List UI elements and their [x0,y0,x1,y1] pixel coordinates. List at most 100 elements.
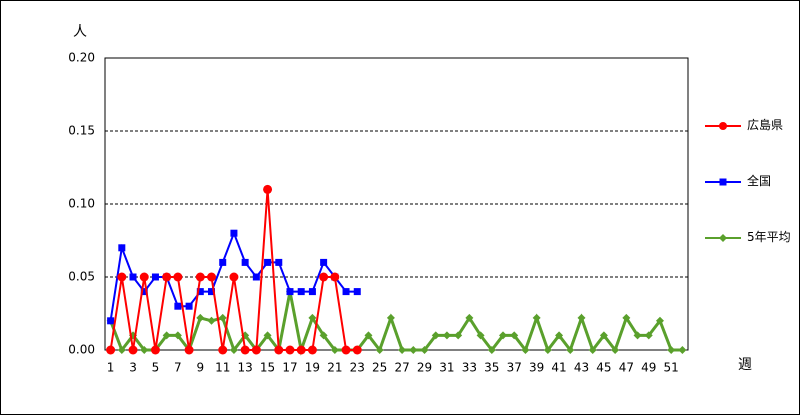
marker [106,345,116,355]
marker [308,313,317,322]
marker [118,244,126,252]
marker [532,313,541,322]
marker [296,345,306,355]
marker [319,331,328,340]
y-tick-label: 0.10 [68,197,95,211]
legend-label: 全国 [747,174,772,188]
marker [218,345,228,355]
x-tick-label: 23 [350,361,365,375]
marker [342,288,350,296]
marker [644,331,653,340]
marker [285,345,295,355]
marker [521,346,530,354]
legend-marker [719,234,727,242]
marker [162,272,172,282]
x-tick-label: 43 [574,361,589,375]
marker [297,288,305,296]
marker [184,345,194,355]
y-tick-label: 0.15 [68,124,95,138]
marker [667,346,676,354]
marker [195,272,205,282]
x-tick-label: 5 [152,361,160,375]
marker [129,273,137,281]
marker [219,258,227,266]
y-tick-label: 0.00 [68,343,95,357]
x-tick-label: 45 [596,361,611,375]
x-axis-label: 週 [738,357,752,373]
x-tick-label: 33 [462,361,477,375]
marker [229,346,238,354]
marker [252,273,260,281]
x-tick-label: 7 [174,361,182,375]
x-tick-label: 49 [641,361,656,375]
x-tick-label: 11 [215,361,230,375]
marker [510,331,519,340]
marker [307,345,317,355]
marker [150,345,160,355]
legend-marker [719,122,727,130]
marker [196,313,205,322]
marker [353,288,361,296]
marker [454,331,463,340]
marker [655,316,664,325]
marker [251,345,261,355]
marker [229,272,239,282]
marker [431,331,440,340]
marker [487,346,496,354]
marker [566,346,575,354]
marker [263,331,272,340]
marker [240,345,250,355]
marker [330,346,339,354]
legend-label: 広島県 [747,118,784,132]
marker [107,317,115,325]
marker [588,346,597,354]
marker [173,331,182,340]
x-tick-label: 31 [439,361,454,375]
x-tick-label: 29 [417,361,432,375]
marker [352,345,362,355]
marker [409,346,418,354]
marker [442,331,451,340]
marker [230,229,238,237]
marker [162,331,171,340]
series-line [109,291,683,356]
x-tick-label: 25 [372,361,387,375]
x-tick-label: 39 [529,361,544,375]
marker [308,288,316,296]
x-tick-label: 21 [327,361,342,375]
marker [286,288,294,296]
marker [117,346,126,354]
marker [207,272,217,282]
y-tick-label: 0.05 [68,270,95,284]
marker [555,331,564,340]
x-tick-label: 9 [196,361,204,375]
marker [140,346,149,354]
marker [208,288,216,296]
x-tick-label: 35 [484,361,499,375]
x-tick-label: 3 [129,361,137,375]
marker [174,302,182,310]
x-tick-label: 17 [282,361,297,375]
marker [599,331,608,340]
marker [364,331,373,340]
marker [678,346,687,354]
marker [117,272,127,282]
marker [577,313,586,322]
marker [633,331,642,340]
marker [465,313,474,322]
marker [320,258,328,266]
marker [341,345,351,355]
x-tick-label: 15 [260,361,275,375]
x-tick-label: 1 [107,361,115,375]
marker [386,313,395,322]
x-tick-label: 13 [238,361,253,375]
x-tick-label: 47 [619,361,634,375]
marker [274,345,284,355]
legend-label: 5年平均 [747,230,791,244]
marker [196,288,204,296]
marker [218,313,227,322]
marker [207,316,216,325]
marker [173,272,183,282]
